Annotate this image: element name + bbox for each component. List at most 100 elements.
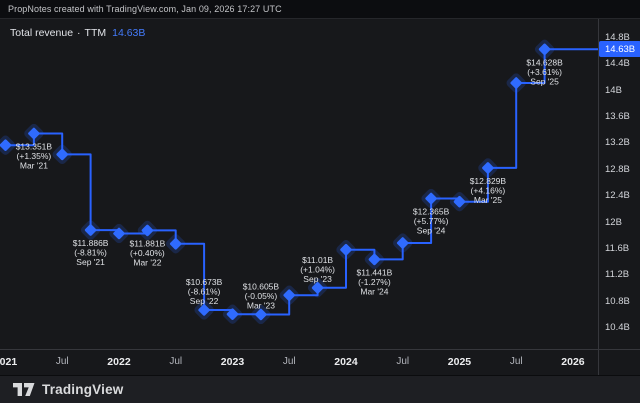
y-tick-label: 11.2B bbox=[605, 269, 630, 281]
y-tick-label: 12.4B bbox=[605, 190, 630, 202]
svg-text:$13.351B: $13.351B bbox=[16, 142, 53, 152]
attribution-text: PropNotes created with TradingView.com, … bbox=[8, 4, 282, 14]
time-axis[interactable]: 2021 Jul 2022 Jul 2023 Jul 2024 Jul 2025 Jul 2026 bbox=[0, 349, 640, 375]
point-label: $11.01B(+1.04%)Sep '23 bbox=[300, 255, 335, 284]
svg-text:(-0.05%): (-0.05%) bbox=[245, 291, 278, 301]
series-mode-badge: TTM bbox=[84, 27, 107, 39]
data-point-marker[interactable] bbox=[51, 143, 74, 166]
tradingview-wordmark: TradingView bbox=[42, 382, 124, 397]
svg-text:(-1.27%): (-1.27%) bbox=[358, 277, 391, 287]
svg-text:Mar '21: Mar '21 bbox=[20, 161, 48, 171]
svg-text:$12.365B: $12.365B bbox=[413, 207, 450, 217]
y-tick-label: 13.6B bbox=[605, 111, 630, 123]
x-tick-label: Jul bbox=[282, 356, 296, 367]
data-point-marker[interactable] bbox=[505, 72, 528, 95]
svg-text:$11.881B: $11.881B bbox=[130, 238, 166, 248]
series-title: Total revenue bbox=[10, 27, 74, 39]
svg-text:Sep '21: Sep '21 bbox=[76, 257, 105, 267]
axis-corner-divider bbox=[598, 349, 599, 375]
footer-bar: TradingView bbox=[0, 375, 640, 403]
svg-text:(+0.40%): (+0.40%) bbox=[130, 248, 165, 258]
svg-text:Mar '22: Mar '22 bbox=[133, 257, 161, 267]
data-point-marker[interactable] bbox=[335, 238, 358, 261]
data-point-marker[interactable] bbox=[221, 303, 244, 326]
point-label: $12.829B(+4.16%)Mar '25 bbox=[470, 176, 507, 205]
legend-separator: · bbox=[77, 27, 81, 39]
svg-text:$10.605B: $10.605B bbox=[243, 282, 280, 292]
data-point-marker[interactable] bbox=[193, 299, 216, 322]
svg-text:(+4.16%): (+4.16%) bbox=[471, 185, 506, 195]
data-point-marker[interactable] bbox=[0, 134, 17, 157]
svg-text:(-8.61%): (-8.61%) bbox=[188, 287, 221, 297]
y-tick-label: 10.8B bbox=[605, 295, 630, 307]
data-point-marker[interactable] bbox=[136, 219, 159, 242]
x-tick-label: Jul bbox=[55, 356, 69, 367]
svg-text:$11.886B: $11.886B bbox=[73, 238, 109, 248]
svg-text:$11.441B: $11.441B bbox=[357, 267, 393, 277]
data-point-marker[interactable] bbox=[533, 38, 556, 61]
data-point-marker[interactable] bbox=[448, 190, 471, 213]
point-label: $11.441B(-1.27%)Mar '24 bbox=[357, 267, 393, 296]
svg-text:$10.673B: $10.673B bbox=[186, 277, 223, 287]
data-point-marker[interactable] bbox=[108, 222, 131, 245]
svg-text:$12.829B: $12.829B bbox=[470, 176, 507, 186]
svg-text:Sep '24: Sep '24 bbox=[417, 226, 446, 236]
y-tick-label: 13.2B bbox=[605, 137, 630, 149]
svg-text:$11.01B: $11.01B bbox=[302, 255, 333, 265]
data-point-marker[interactable] bbox=[420, 187, 443, 210]
svg-text:(-8.81%): (-8.81%) bbox=[74, 248, 107, 258]
data-point-marker[interactable] bbox=[79, 219, 102, 242]
chart-pane[interactable] bbox=[0, 19, 598, 349]
tradingview-logo-icon bbox=[13, 383, 35, 396]
series-legend: Total revenue · TTM 14.63B bbox=[10, 27, 145, 39]
step-line bbox=[0, 48, 598, 316]
point-label: $14.628B(+3.61%)Sep '25 bbox=[526, 57, 563, 86]
data-point-marker[interactable] bbox=[306, 276, 329, 299]
price-axis[interactable]: 14.8B 14.4B 14B 13.6B 13.2B 12.8B 12.4B 12B 11.6… bbox=[598, 19, 640, 349]
point-label: $11.881B(+0.40%)Mar '22 bbox=[130, 238, 166, 267]
y-tick-label: 14.8B bbox=[605, 32, 630, 43]
point-label: $10.605B(-0.05%)Mar '23 bbox=[243, 282, 280, 311]
x-tick-label: Jul bbox=[396, 356, 410, 367]
x-tick-label: 2022 bbox=[107, 356, 131, 368]
data-point-marker[interactable] bbox=[391, 232, 414, 255]
y-tick-label: 11.6B bbox=[605, 242, 630, 254]
x-tick-label: Jul bbox=[509, 356, 523, 367]
svg-text:$14.628B: $14.628B bbox=[526, 57, 563, 67]
data-point-marker[interactable] bbox=[278, 284, 301, 307]
svg-text:Sep '23: Sep '23 bbox=[303, 274, 332, 284]
svg-text:Sep '25: Sep '25 bbox=[530, 76, 559, 86]
svg-text:(+1.35%): (+1.35%) bbox=[17, 151, 52, 161]
svg-text:Mar '25: Mar '25 bbox=[474, 195, 502, 205]
svg-text:(+1.04%): (+1.04%) bbox=[300, 264, 335, 274]
x-tick-label: 2026 bbox=[561, 356, 585, 368]
y-tick-label: 12B bbox=[605, 216, 622, 228]
y-tick-label: 14B bbox=[605, 84, 622, 96]
current-price-label: 14.63B bbox=[599, 41, 640, 58]
data-point-marker[interactable] bbox=[477, 157, 500, 180]
data-point-marker[interactable] bbox=[363, 248, 386, 271]
point-label: $12.365B(+5.77%)Sep '24 bbox=[413, 207, 450, 236]
data-point-marker[interactable] bbox=[250, 303, 273, 326]
data-point-marker[interactable] bbox=[164, 232, 187, 255]
svg-text:(+5.77%): (+5.77%) bbox=[414, 216, 449, 226]
point-label: $13.351B(+1.35%)Mar '21 bbox=[16, 142, 53, 171]
svg-text:(+3.61%): (+3.61%) bbox=[527, 67, 562, 77]
x-tick-label: 2025 bbox=[447, 356, 472, 368]
y-tick-label: 14.4B bbox=[605, 58, 630, 70]
point-label: $11.886B(-8.81%)Sep '21 bbox=[73, 238, 109, 267]
y-tick-label: 10.4B bbox=[605, 322, 630, 333]
series-current-value: 14.63B bbox=[112, 27, 146, 39]
x-tick-label: Jul bbox=[169, 356, 183, 367]
data-point-marker[interactable] bbox=[23, 122, 46, 145]
x-tick-label: 2024 bbox=[334, 356, 358, 368]
svg-text:Sep '22: Sep '22 bbox=[190, 296, 219, 306]
y-tick-label: 12.8B bbox=[605, 163, 630, 175]
x-tick-label: 2023 bbox=[220, 356, 245, 368]
x-tick-label: 2021 bbox=[0, 356, 18, 368]
attribution-bar: PropNotes created with TradingView.com, … bbox=[0, 0, 640, 19]
svg-text:Mar '24: Mar '24 bbox=[360, 286, 388, 296]
svg-text:Mar '23: Mar '23 bbox=[247, 301, 275, 311]
